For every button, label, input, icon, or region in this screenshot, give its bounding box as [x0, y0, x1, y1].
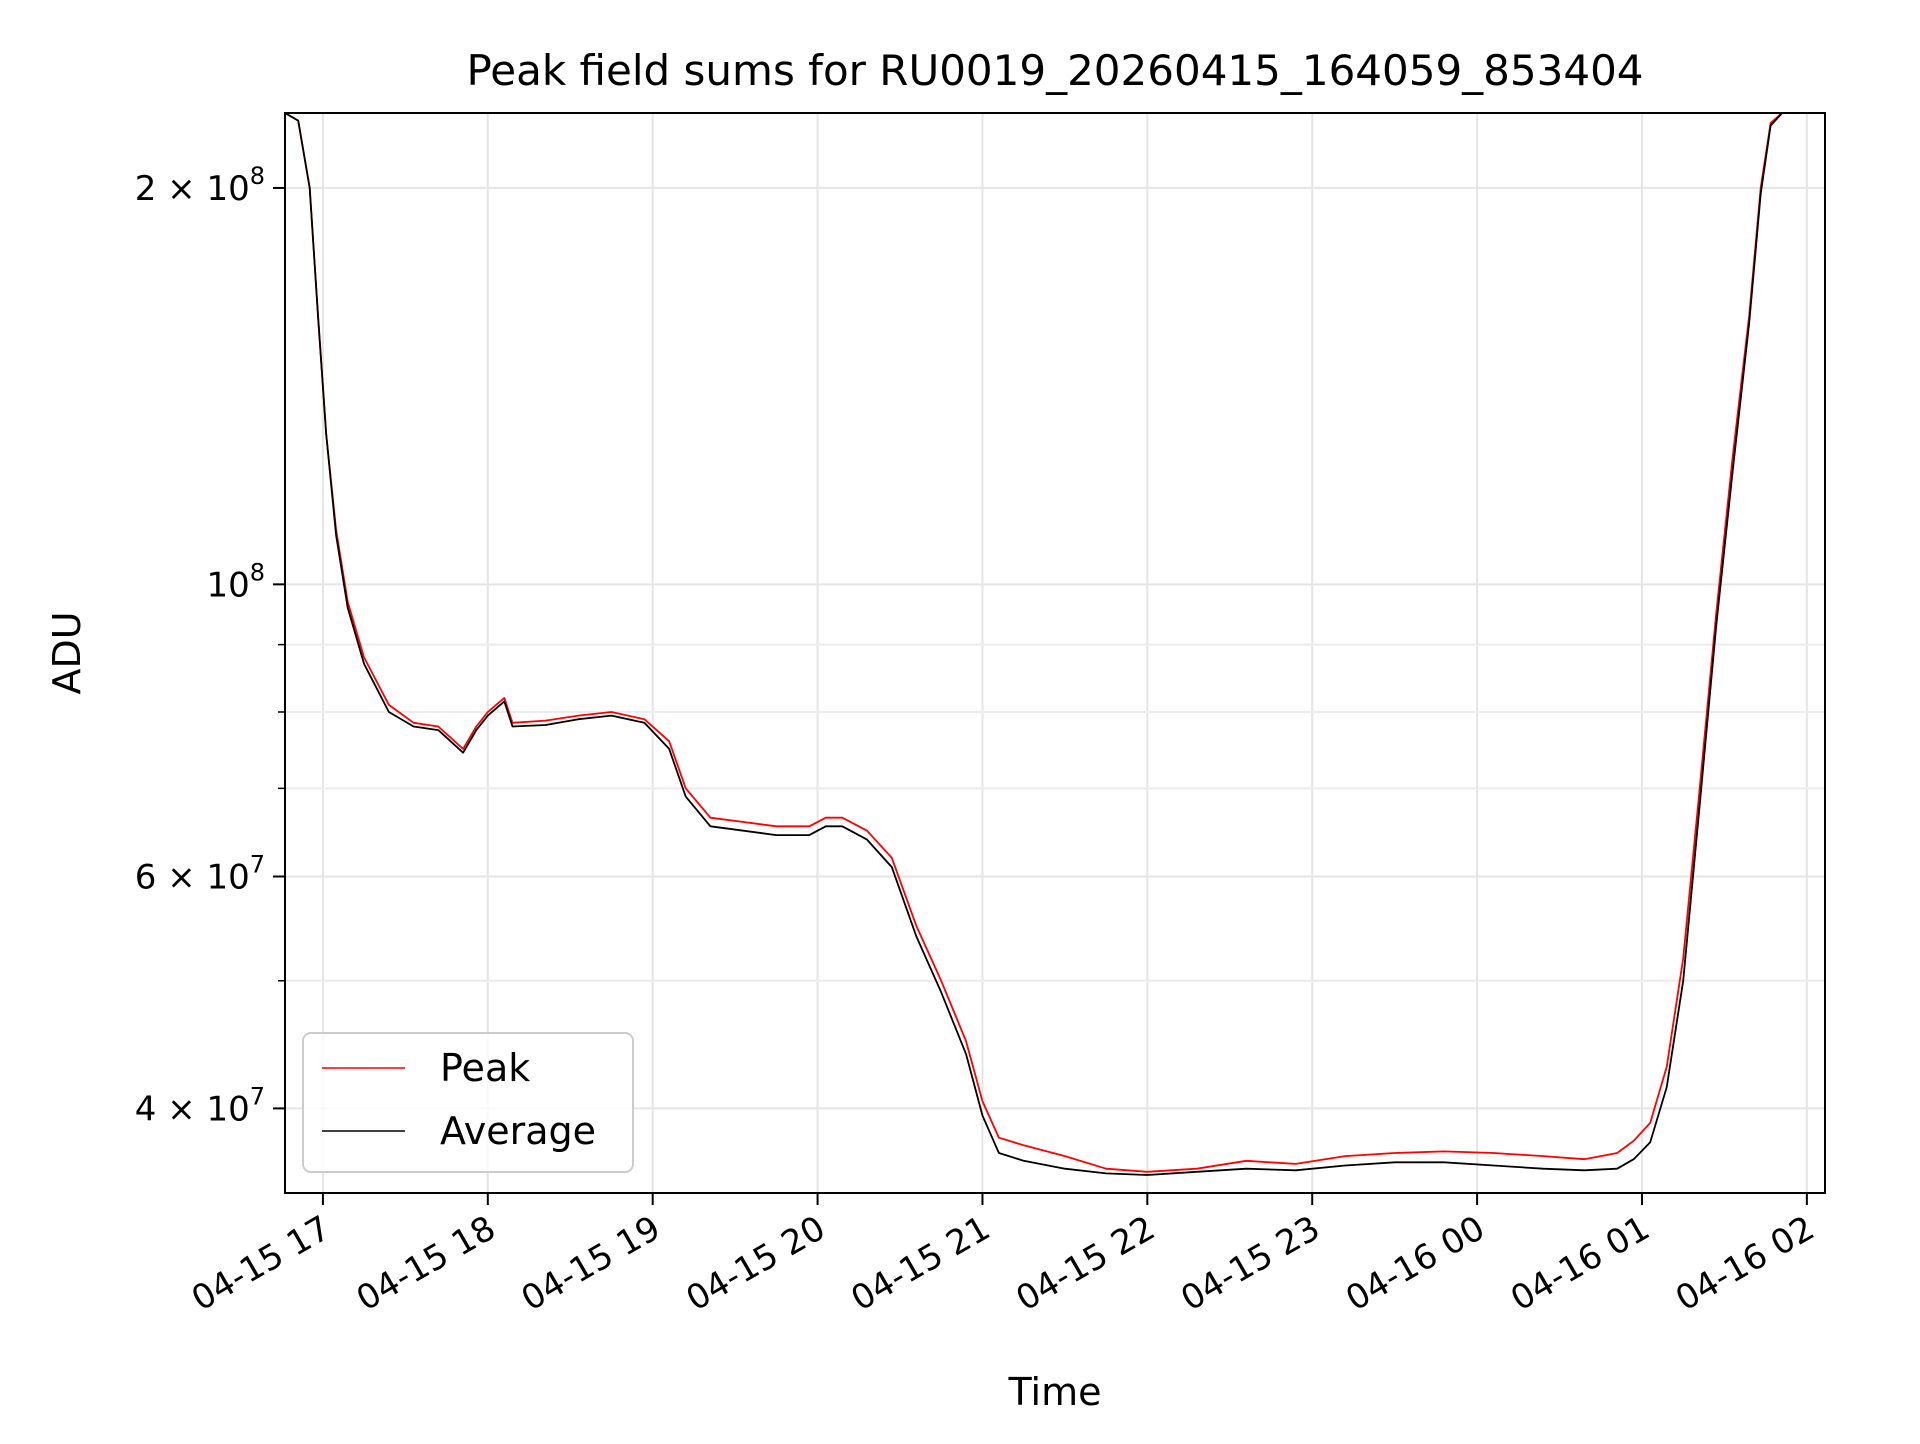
y-tick-base: 2 × 10: [135, 169, 250, 209]
series-line-average: [285, 113, 1825, 1176]
series-layer: [285, 113, 1825, 1176]
y-tick-label: 4 × 107: [135, 1082, 265, 1129]
chart-title: Peak field sums for RU0019_20260415_1640…: [466, 46, 1643, 95]
y-tick-base: 4 × 10: [135, 1089, 250, 1129]
legend: Peak Average: [302, 1032, 634, 1173]
x-axis-label: Time: [1008, 1370, 1102, 1414]
y-tick-exponent: 8: [250, 162, 265, 190]
y-tick-base: 10: [206, 565, 249, 605]
y-tick-label: 108: [206, 558, 265, 605]
series-line-peak: [285, 113, 1825, 1173]
legend-peak-label: Peak: [440, 1046, 530, 1090]
y-tick-exponent: 7: [250, 851, 265, 879]
y-tick-exponent: 8: [250, 558, 265, 586]
y-axis-label: ADU: [45, 611, 89, 694]
grid: [285, 113, 1825, 1193]
y-tick-label: 6 × 107: [135, 851, 265, 898]
legend-average-label: Average: [440, 1109, 596, 1153]
y-tick-label: 2 × 108: [135, 162, 265, 209]
y-tick-base: 6 × 10: [135, 858, 250, 898]
plot-frame: [284, 112, 1826, 1194]
y-tick-exponent: 7: [250, 1082, 265, 1110]
